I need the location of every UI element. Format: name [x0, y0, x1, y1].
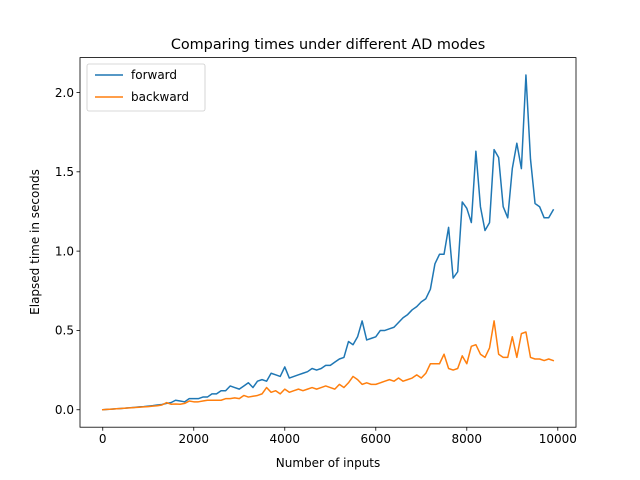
- series-line-backward: [101, 320, 555, 411]
- legend-label-forward: forward: [131, 68, 177, 82]
- y-tick-label: 0.0: [55, 403, 74, 417]
- y-tick-label: 2.0: [55, 86, 74, 100]
- y-tick-label: 1.0: [55, 244, 74, 258]
- axes-frame: [79, 57, 577, 428]
- x-tick-label: 8000: [452, 432, 483, 446]
- x-tick-label: 4000: [269, 432, 300, 446]
- series-line-forward: [101, 74, 555, 411]
- y-tick-label: 1.5: [55, 165, 74, 179]
- y-tick-label: 0.5: [55, 324, 74, 338]
- x-tick-label: 10000: [539, 432, 577, 446]
- legend-label-backward: backward: [131, 90, 189, 104]
- y-axis-ticks: 0.0 0.5 1.0 1.5 2.0: [55, 86, 80, 417]
- chart-title: Comparing times under different AD modes: [171, 37, 485, 53]
- x-axis-label: Number of inputs: [276, 456, 381, 470]
- y-axis-label: Elapsed time in seconds: [28, 169, 42, 315]
- x-tick-label: 0: [99, 432, 107, 446]
- x-tick-label: 2000: [178, 432, 209, 446]
- plot-area: [101, 74, 555, 411]
- legend: forward backward: [86, 63, 206, 112]
- x-tick-label: 6000: [361, 432, 392, 446]
- x-axis-ticks: 0 2000 4000 6000 8000 10000: [99, 427, 577, 446]
